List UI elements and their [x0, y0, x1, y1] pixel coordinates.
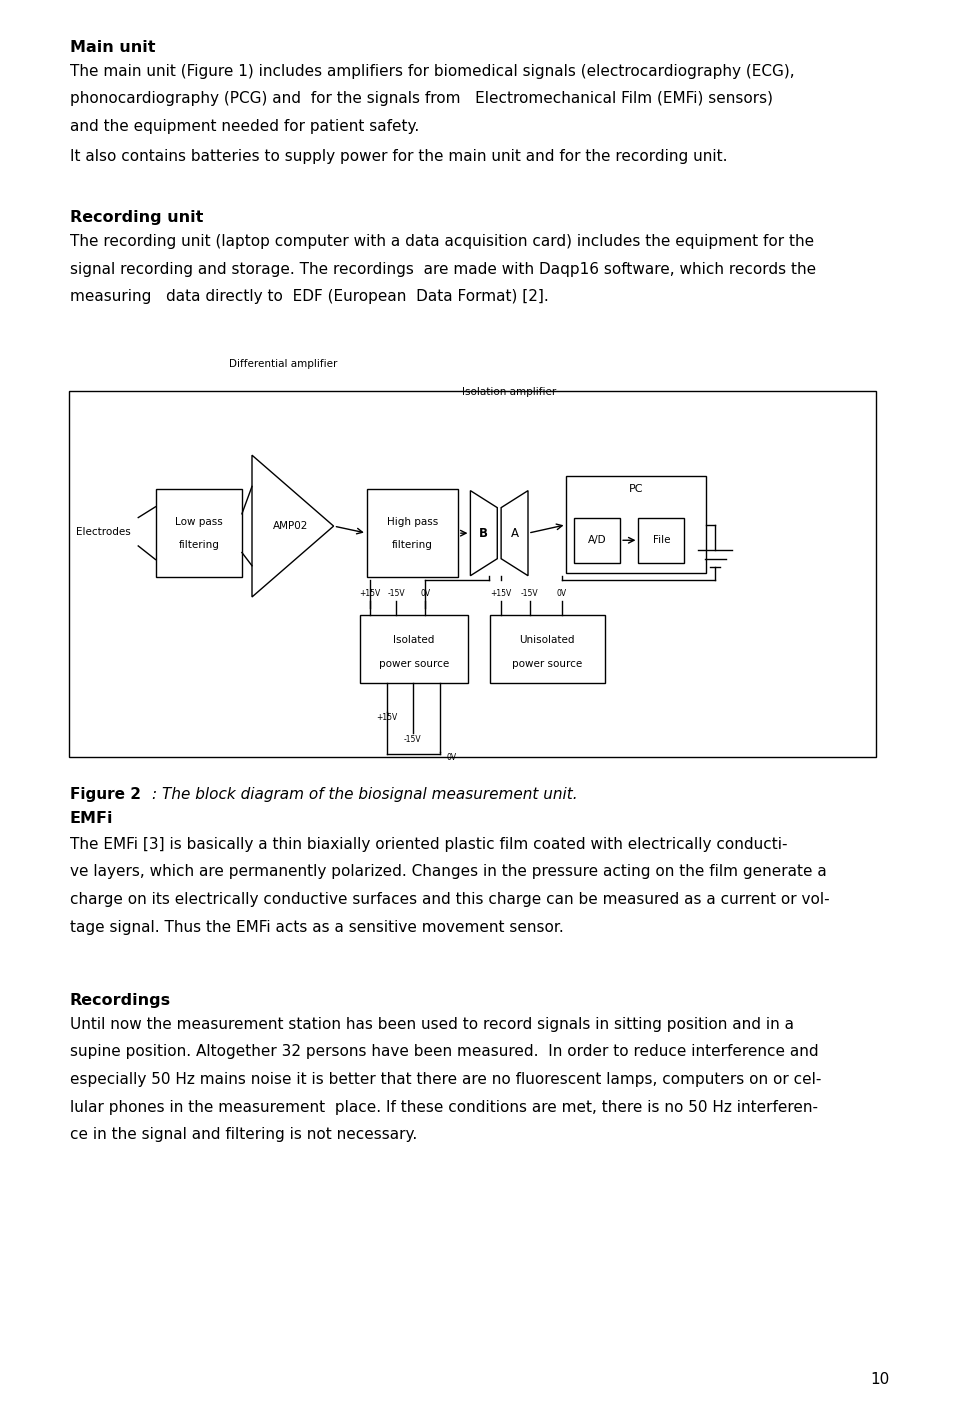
Text: Isolation amplifier: Isolation amplifier [462, 387, 556, 397]
Text: +15V: +15V [376, 713, 397, 722]
Text: PC: PC [629, 484, 643, 493]
Text: and the equipment needed for patient safety.: and the equipment needed for patient saf… [70, 119, 420, 135]
Text: AMP02: AMP02 [274, 520, 308, 532]
Text: Low pass: Low pass [175, 516, 223, 527]
Text: Recording unit: Recording unit [70, 210, 204, 225]
Text: +15V: +15V [491, 590, 512, 598]
Text: power source: power source [512, 658, 583, 669]
Text: charge on its electrically conductive surfaces and this charge can be measured a: charge on its electrically conductive su… [70, 892, 829, 908]
Text: The main unit (Figure 1) includes amplifiers for biomedical signals (electrocard: The main unit (Figure 1) includes amplif… [70, 64, 795, 79]
Text: It also contains batteries to supply power for the main unit and for the recordi: It also contains batteries to supply pow… [70, 149, 728, 164]
Bar [574, 518, 620, 563]
Bar [360, 615, 468, 683]
Bar [566, 476, 706, 573]
Text: phonocardiography (PCG) and  for the signals from   Electromechanical Film (EMFi: phonocardiography (PCG) and for the sign… [70, 91, 773, 106]
Text: The recording unit (laptop computer with a data acquisition card) includes the e: The recording unit (laptop computer with… [70, 234, 814, 250]
Text: Recordings: Recordings [70, 993, 171, 1008]
Text: -15V: -15V [388, 590, 405, 598]
Bar [638, 518, 684, 563]
Text: filtering: filtering [179, 539, 219, 550]
Bar [490, 615, 605, 683]
Text: ce in the signal and filtering is not necessary.: ce in the signal and filtering is not ne… [70, 1127, 418, 1143]
Text: High pass: High pass [387, 516, 438, 527]
Text: measuring   data directly to  EDF (European  Data Format) [2].: measuring data directly to EDF (European… [70, 289, 549, 305]
Text: Figure 2: Figure 2 [70, 787, 141, 803]
Text: B: B [479, 526, 489, 540]
Text: -15V: -15V [404, 735, 421, 743]
Text: Until now the measurement station has been used to record signals in sitting pos: Until now the measurement station has be… [70, 1017, 794, 1032]
Text: Unisolated: Unisolated [519, 634, 575, 645]
Text: A: A [511, 526, 518, 540]
Text: filtering: filtering [392, 539, 433, 550]
Text: EMFi: EMFi [70, 811, 113, 827]
Text: Differential amplifier: Differential amplifier [229, 359, 337, 369]
Text: -15V: -15V [521, 590, 539, 598]
Text: : The block diagram of the biosignal measurement unit.: : The block diagram of the biosignal mea… [152, 787, 577, 803]
Text: supine position. Altogether 32 persons have been measured.  In order to reduce i: supine position. Altogether 32 persons h… [70, 1044, 819, 1059]
Text: A/D: A/D [588, 535, 607, 546]
Text: 0V: 0V [420, 590, 430, 598]
Bar [69, 391, 876, 757]
Text: especially 50 Hz mains noise it is better that there are no fluorescent lamps, c: especially 50 Hz mains noise it is bette… [70, 1072, 822, 1088]
Text: ve layers, which are permanently polarized. Changes in the pressure acting on th: ve layers, which are permanently polariz… [70, 865, 827, 879]
Bar [156, 489, 242, 577]
Text: Main unit: Main unit [70, 40, 156, 55]
Text: Isolated: Isolated [393, 634, 435, 645]
Text: 10: 10 [871, 1371, 890, 1387]
Bar [367, 489, 458, 577]
Text: Electrodes: Electrodes [76, 526, 132, 537]
Text: tage signal. Thus the EMFi acts as a sensitive movement sensor.: tage signal. Thus the EMFi acts as a sen… [70, 920, 564, 934]
Text: +15V: +15V [359, 590, 380, 598]
Text: power source: power source [378, 658, 449, 669]
Text: lular phones in the measurement  place. If these conditions are met, there is no: lular phones in the measurement place. I… [70, 1100, 818, 1115]
Text: signal recording and storage. The recordings  are made with Daqp16 software, whi: signal recording and storage. The record… [70, 262, 816, 277]
Text: The EMFi [3] is basically a thin biaxially oriented plastic film coated with ele: The EMFi [3] is basically a thin biaxial… [70, 837, 787, 852]
Text: 0V: 0V [446, 753, 456, 761]
Text: 0V: 0V [557, 590, 566, 598]
Text: File: File [653, 535, 670, 546]
